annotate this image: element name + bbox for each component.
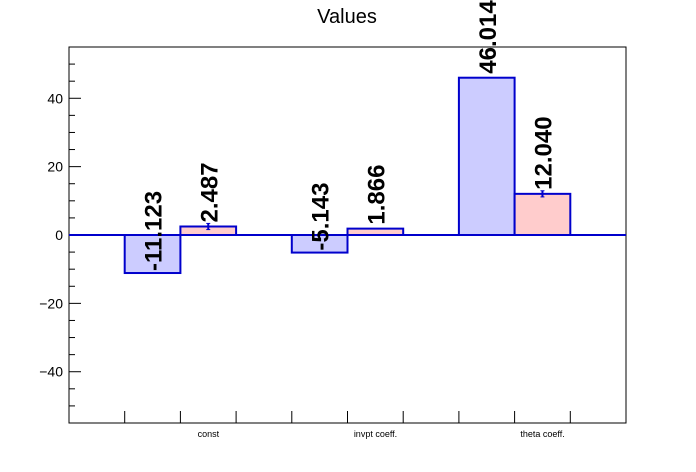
category-label: theta coeff.	[520, 429, 564, 439]
bar	[123, 234, 182, 275]
bar-value-label: 46.014	[475, 0, 502, 74]
category-label: invpt coeff.	[354, 429, 397, 439]
bar-value-label: 2.487	[196, 162, 223, 222]
bar-value-label: 12.040	[530, 116, 557, 189]
bar-value-label: -5.143	[308, 183, 335, 251]
y-tick-label: −40	[39, 364, 63, 380]
chart-title: Values	[317, 6, 377, 28]
y-tick-label: −20	[39, 295, 63, 311]
bar-labels: -11.123 -5.143 46.014 2.487 1.866 12.040	[141, 0, 558, 271]
bar	[457, 76, 516, 237]
category-label: const	[198, 429, 220, 439]
bars	[69, 76, 626, 275]
bar	[513, 192, 572, 236]
bar-value-label: -11.123	[141, 191, 168, 271]
y-tick-label: 0	[55, 227, 63, 243]
y-tick-label: 40	[47, 90, 63, 106]
bar-value-label: 1.866	[363, 165, 390, 225]
y-tick-label: 20	[47, 159, 63, 175]
y-axis: −40 −20 0 20 40	[39, 63, 81, 407]
x-axis: const invpt coeff. theta coeff.	[124, 411, 571, 439]
